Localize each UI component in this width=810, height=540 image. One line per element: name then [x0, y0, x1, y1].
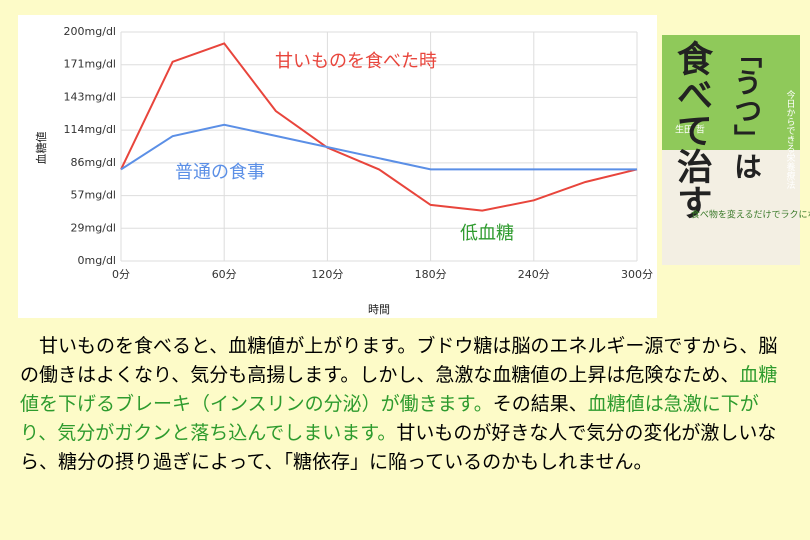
annotation: 低血糖 [460, 223, 514, 244]
y-tick-label: 86mg/dl [71, 156, 116, 169]
book-title-main: 食べて治す [671, 40, 713, 220]
paragraph-segment: 血糖値を下げるブレーキ（インスリンの分泌）が働きます。 [20, 364, 778, 415]
book-lower [662, 150, 800, 265]
book-author: 生田 哲 [675, 124, 705, 136]
y-tick-label: 0mg/dl [78, 254, 116, 267]
chart: 生田 哲 今日からできる栄養療法 「うつ」は 食べて治す 食べ物を変えるだけでラ… [18, 15, 810, 318]
series-label: 普通の食事 [175, 162, 265, 183]
x-axis-label: 時間 [368, 303, 390, 316]
x-tick-label: 180分 [415, 268, 447, 281]
y-tick-label: 57mg/dl [71, 189, 116, 202]
book-title-top: 「うつ」は [730, 40, 763, 180]
book-tagline: 食べ物を変えるだけでラクになる! [691, 209, 810, 221]
y-tick-label: 200mg/dl [64, 25, 116, 38]
x-tick-label: 240分 [518, 268, 550, 281]
x-tick-label: 300分 [621, 268, 653, 281]
paragraph-segment: その結果、 [492, 393, 588, 415]
y-tick-label: 114mg/dl [64, 123, 116, 136]
x-tick-label: 60分 [212, 268, 237, 281]
series-line [120, 42, 638, 212]
y-tick-label: 29mg/dl [71, 221, 116, 234]
series-line [120, 123, 637, 171]
x-tick-label: 120分 [311, 268, 343, 281]
paragraph-segment: 血糖値は急激に下がり、気分がガクンと落ち込んでしまいます。 [20, 393, 759, 444]
y-tick-label: 171mg/dl [64, 58, 116, 71]
y-axis-label: 血糖値 [34, 132, 48, 165]
series-label: 甘いものを食べた時 [275, 51, 437, 72]
paragraph-segment: 甘いものを食べると、血糖値が上がります。ブドウ糖は脳のエネルギー源ですから、脳の… [20, 335, 778, 386]
paragraph-segment: 甘いものが好きな人で気分の変化が激しいなら、糖分の摂り過ぎによって、「糖依存」に… [20, 422, 777, 473]
book-subtitle: 今日からできる栄養療法 [785, 89, 796, 190]
y-tick-label: 143mg/dl [64, 90, 116, 103]
paragraph: 甘いものを食べると、血糖値が上がります。ブドウ糖は脳のエネルギー源ですから、脳の… [20, 332, 792, 477]
x-tick-label: 0分 [112, 268, 130, 281]
